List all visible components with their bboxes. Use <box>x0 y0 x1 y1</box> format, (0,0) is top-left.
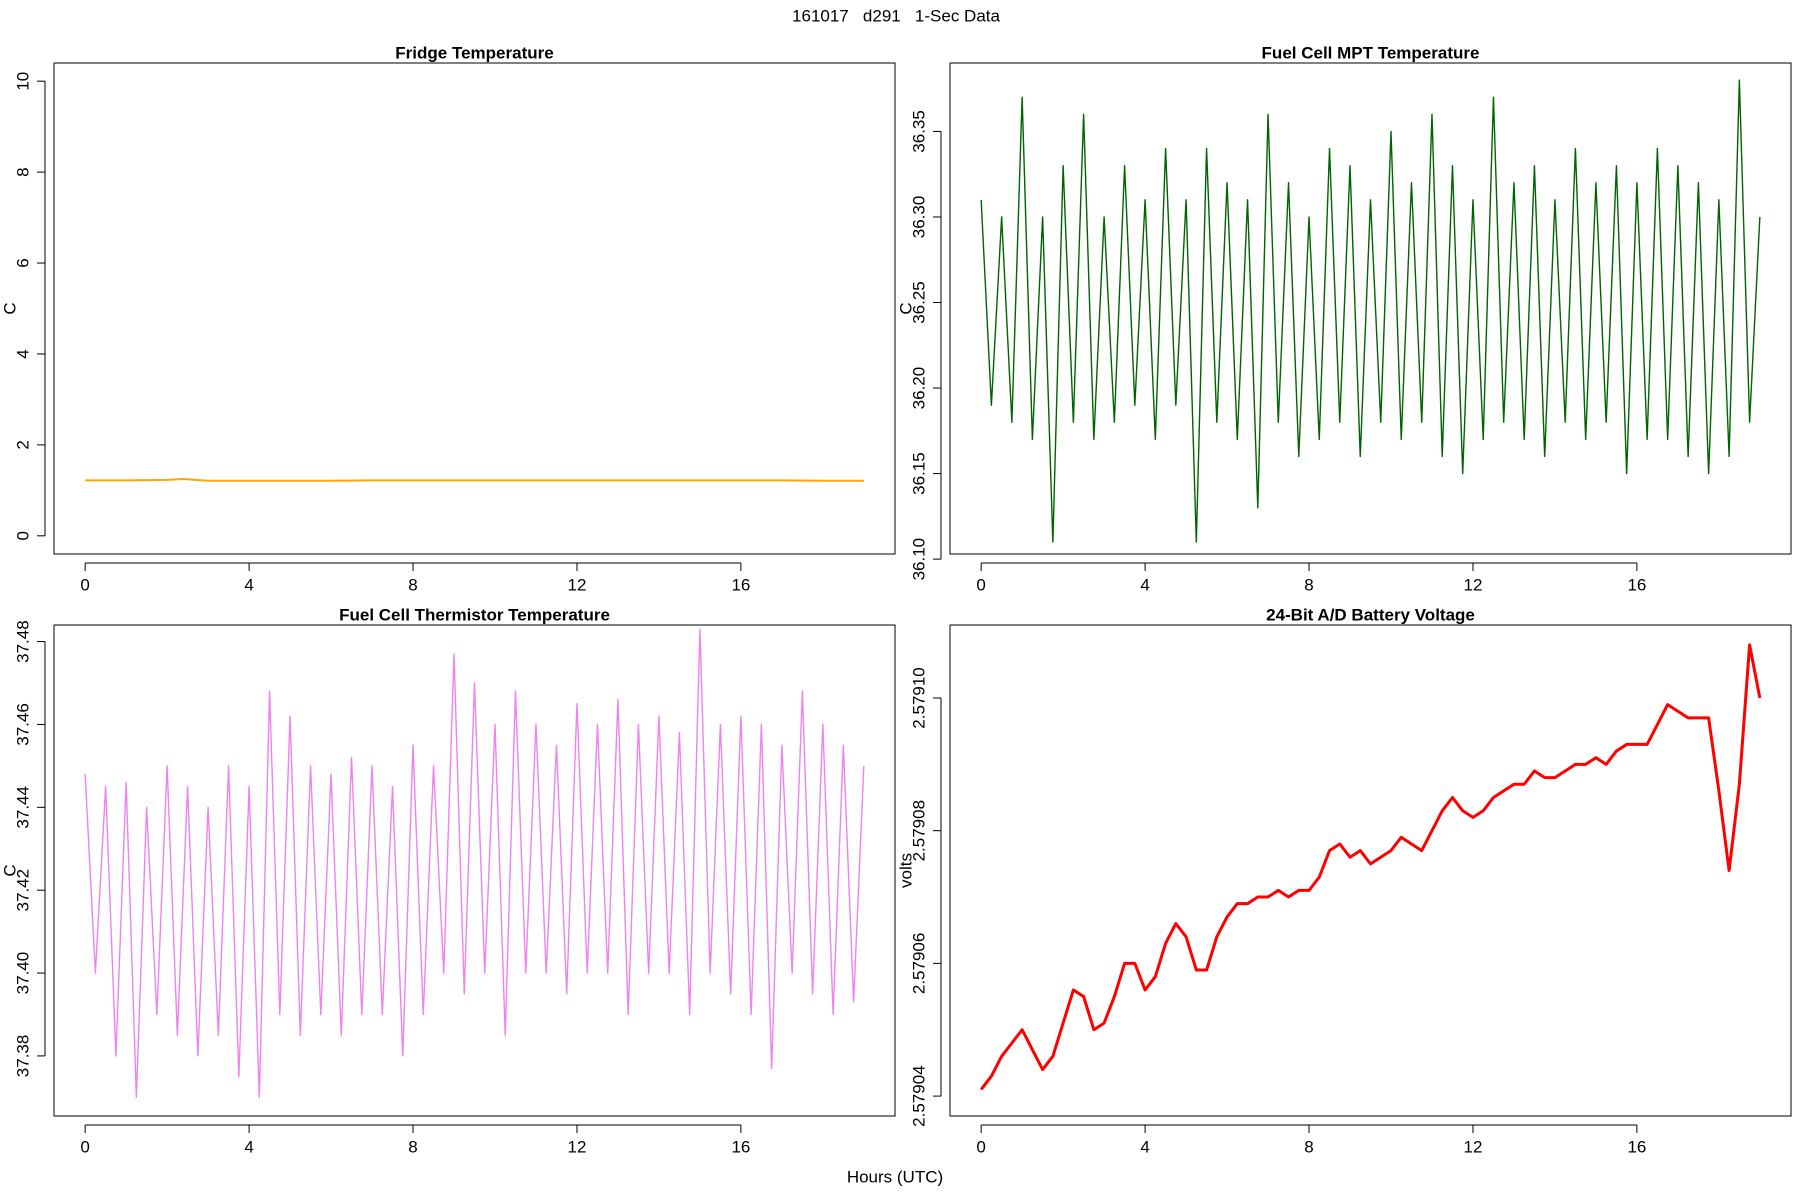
data-line <box>980 79 1761 543</box>
x-tick-label: 4 <box>1140 575 1149 594</box>
y-tick-label: 37.42 <box>13 869 32 912</box>
y-tick-label: 2.57908 <box>909 800 928 861</box>
y-tick-label: 37.46 <box>13 703 32 746</box>
y-tick-label: 2.57904 <box>909 1065 928 1126</box>
x-tick-label: 12 <box>1464 575 1483 594</box>
x-tick-label: 12 <box>1464 1137 1483 1156</box>
y-tick-label: 6 <box>13 258 32 267</box>
x-tick-label: 8 <box>408 575 417 594</box>
plot-frame <box>53 62 896 555</box>
y-tick-label: 37.40 <box>13 952 32 995</box>
y-axis-label: C <box>0 864 19 876</box>
x-tick-label: 0 <box>80 575 89 594</box>
y-tick-label: 8 <box>13 167 32 176</box>
data-line <box>85 477 864 482</box>
figure-title: 161017 d291 1-Sec Data <box>792 6 1000 25</box>
y-tick-label: 4 <box>13 349 32 358</box>
data-line <box>84 628 865 1099</box>
x-tick-label: 16 <box>731 1137 750 1156</box>
y-tick-label: 2.57906 <box>909 933 928 994</box>
panel: Fuel Cell MPT Temperature 0 4 8 12 16 36.10 36.… <box>896 43 1792 594</box>
x-tick-label: 16 <box>1627 575 1646 594</box>
y-axis-label: C <box>896 302 915 314</box>
y-tick-label: 2.57910 <box>909 667 928 728</box>
data-line <box>979 643 1762 1091</box>
y-tick-label: 36.25 <box>909 281 928 324</box>
y-tick-label: 36.20 <box>909 367 928 410</box>
x-tick-label: 8 <box>1304 1137 1313 1156</box>
x-tick-label: 0 <box>976 575 985 594</box>
plot-frame <box>53 624 896 1117</box>
y-tick-label: 37.48 <box>13 620 32 663</box>
x-axis-label: Hours (UTC) <box>847 1167 943 1186</box>
y-tick-label: 36.35 <box>909 110 928 153</box>
y-tick-label: 37.44 <box>13 786 32 829</box>
x-tick-label: 16 <box>1627 1137 1646 1156</box>
x-tick-label: 8 <box>408 1137 417 1156</box>
x-tick-label: 16 <box>731 575 750 594</box>
y-tick-label: 36.10 <box>909 538 928 581</box>
panel: Fridge Temperature 0 4 8 12 16 0 2 4 6 8 10 C <box>0 43 896 594</box>
x-tick-label: 0 <box>976 1137 985 1156</box>
panel-title: Fuel Cell Thermistor Temperature <box>339 605 610 624</box>
x-tick-label: 4 <box>1140 1137 1149 1156</box>
y-axis-label: volts <box>896 853 915 888</box>
panel-title: Fuel Cell MPT Temperature <box>1262 43 1480 62</box>
x-tick-label: 4 <box>244 1137 253 1156</box>
x-tick-label: 12 <box>568 1137 587 1156</box>
panel-title: 24-Bit A/D Battery Voltage <box>1266 605 1475 624</box>
y-tick-label: 2 <box>13 440 32 449</box>
plot-frame <box>949 624 1792 1117</box>
panel-title: Fridge Temperature <box>395 43 553 62</box>
y-tick-label: 10 <box>13 72 32 91</box>
y-axis-label: C <box>0 302 19 314</box>
x-tick-label: 4 <box>244 575 253 594</box>
y-tick-label: 0 <box>13 531 32 540</box>
y-tick-label: 36.15 <box>909 452 928 495</box>
y-tick-label: 36.30 <box>909 196 928 239</box>
plot-frame <box>949 62 1792 555</box>
y-tick-label: 37.38 <box>13 1035 32 1078</box>
x-tick-label: 0 <box>80 1137 89 1156</box>
x-tick-label: 8 <box>1304 575 1313 594</box>
panel: 24-Bit A/D Battery Voltage 0 4 8 12 16 2.57904… <box>896 605 1792 1156</box>
x-tick-label: 12 <box>568 575 587 594</box>
panel: Fuel Cell Thermistor Temperature 0 4 8 12 16 3… <box>0 605 896 1156</box>
